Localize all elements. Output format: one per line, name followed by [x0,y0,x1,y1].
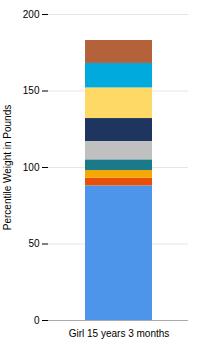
svg-text:Percentile Weight in Pounds: Percentile Weight in Pounds [2,105,13,230]
svg-text:150: 150 [23,85,40,96]
svg-text:100: 100 [23,162,40,173]
svg-text:Girl 15 years 3 months: Girl 15 years 3 months [69,328,170,339]
svg-text:50: 50 [28,238,40,249]
svg-text:0: 0 [34,315,40,326]
svg-text:200: 200 [23,9,40,20]
